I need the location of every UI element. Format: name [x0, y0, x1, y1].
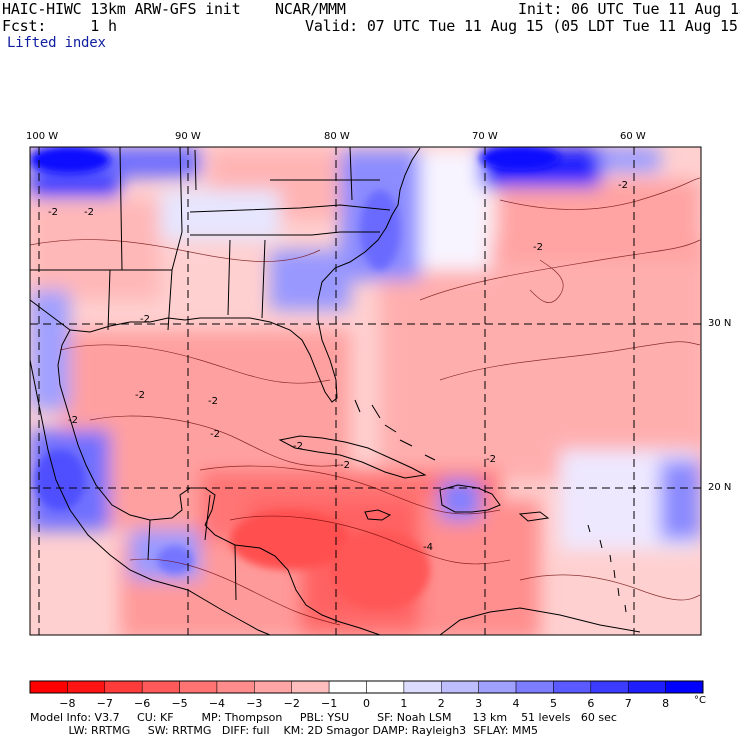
contour-label: -2 — [68, 415, 78, 426]
colorbar-tick-label: −6 — [134, 697, 151, 710]
colorbar-swatch — [216, 680, 255, 694]
colorbar-swatch — [67, 680, 106, 694]
lon-label-60w: 60 W — [620, 131, 646, 142]
colorbar-swatch — [553, 680, 592, 694]
contour-label: -2 — [48, 207, 58, 218]
lat-label-20n: 20 N — [708, 482, 732, 493]
shaded-field — [30, 147, 701, 635]
colorbar-tick-label: 6 — [587, 697, 595, 710]
model-info-line1: Model Info: V3.7 CU: KF MP: Thompson PBL… — [30, 711, 617, 724]
colorbar-tick-label: −4 — [208, 697, 226, 710]
colorbar-swatch — [29, 680, 68, 694]
init-time: Init: 06 UTC Tue 11 Aug 15 — [518, 0, 740, 18]
colorbar-tick-label: 0 — [363, 697, 370, 710]
coastlines-and-borders — [29, 146, 641, 636]
valid-time: Valid: 07 UTC Tue 11 Aug 15 (05 LDT Tue … — [305, 17, 740, 35]
field-name: Lifted index — [7, 35, 106, 51]
colorbar-swatch — [141, 680, 180, 694]
colorbar-swatch — [441, 680, 479, 694]
contour-label: -2 — [486, 454, 496, 465]
colorbar-swatch — [665, 680, 704, 694]
colorbar-swatch — [366, 680, 405, 694]
colorbar-tick-label: −1 — [321, 697, 338, 710]
contour-label: -2 — [533, 242, 543, 253]
colorbar-tick-label: −8 — [59, 697, 76, 710]
contour-label: -2 — [135, 390, 145, 401]
lon-label-70w: 70 W — [472, 131, 498, 142]
model-title: HAIC-HIWC 13km ARW-GFS init — [2, 0, 241, 18]
colorbar-swatch — [254, 680, 292, 694]
colorbar-tick-label: −7 — [96, 697, 113, 710]
colorbar-tick-label: 7 — [624, 697, 632, 710]
contour-label: -2 — [293, 441, 303, 452]
lon-label-100w: 100 W — [26, 131, 59, 142]
contour-label: -2 — [340, 460, 350, 471]
org-label: NCAR/MMM — [275, 0, 346, 18]
colorbar-tick-label: 3 — [475, 697, 483, 710]
model-info-line2: LW: RRTMG SW: RRTMG DIFF: full KM: 2D Sm… — [30, 724, 538, 737]
contour-labels: -2 -2 -2 -2 -2 -2 -2 -2 -2 -2 -2 -2 -4 — [48, 180, 628, 553]
contour-label: -2 — [618, 180, 628, 191]
colorbar-swatch — [590, 680, 629, 694]
colorbar-tick-label: 1 — [400, 697, 408, 710]
map-frame — [29, 146, 702, 636]
colorbar-swatch — [179, 680, 218, 694]
colorbar-tick-label: 2 — [437, 697, 445, 710]
colorbar-tick-label: 8 — [662, 697, 670, 710]
contour-label: -2 — [210, 429, 220, 440]
contour-label: -2 — [208, 396, 218, 407]
colorbar-tick-label: −3 — [246, 697, 263, 710]
contour-label: -2 — [140, 314, 150, 325]
colorbar-swatch — [291, 680, 330, 694]
colorbar-tick-label: −2 — [283, 697, 300, 710]
colorbar-tick-label: 5 — [549, 697, 557, 710]
colorbar-swatch — [328, 680, 367, 694]
colorbar-unit: °C — [694, 695, 706, 706]
colorbar-swatch — [104, 680, 143, 694]
colorbar-outline — [29, 680, 704, 694]
colorbar-swatch — [403, 680, 442, 694]
contour-lines — [29, 177, 701, 626]
contour-label: -2 — [84, 207, 94, 218]
forecast-hour: Fcst: 1 h — [2, 17, 117, 35]
colorbar-swatch — [515, 680, 554, 694]
lon-label-80w: 80 W — [324, 131, 350, 142]
colorbar-tick-label: −5 — [171, 697, 188, 710]
lon-label-90w: 90 W — [175, 131, 201, 142]
grid-lines — [30, 147, 701, 635]
lat-label-30n: 30 N — [708, 318, 732, 329]
contour-label: -4 — [423, 542, 433, 553]
colorbar-tick-label: 4 — [512, 697, 520, 710]
colorbar-swatch — [478, 680, 517, 694]
colorbar-swatch — [627, 680, 666, 694]
colorbar — [29, 680, 704, 694]
